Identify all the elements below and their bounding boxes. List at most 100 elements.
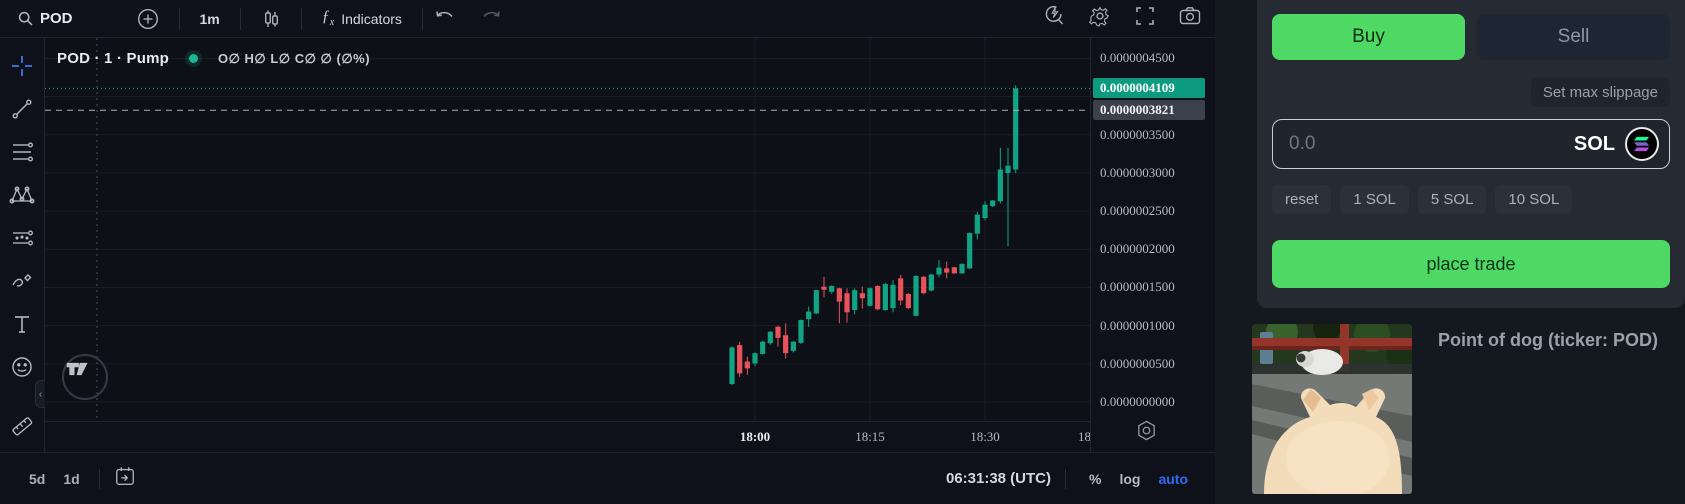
candle-body bbox=[767, 331, 773, 344]
amount-input-box: SOL bbox=[1272, 119, 1670, 169]
instrument-settings-hexagon-icon[interactable] bbox=[1135, 419, 1158, 447]
preset-5sol-button[interactable]: 5 SOL bbox=[1417, 185, 1487, 214]
plus-circle-icon bbox=[137, 8, 159, 30]
undo-button[interactable] bbox=[435, 8, 455, 29]
crosshair-price-tag: 0.0000003821 bbox=[1093, 100, 1205, 121]
legend-symbol[interactable]: POD · 1 · Pump bbox=[57, 50, 169, 67]
candle-body bbox=[752, 353, 758, 364]
interval-button[interactable]: 1m bbox=[192, 7, 228, 31]
fullscreen-button[interactable] bbox=[1135, 6, 1155, 31]
time-tick-label: 18:30 bbox=[970, 429, 1000, 444]
candle-body bbox=[1005, 165, 1011, 173]
candle-body bbox=[990, 200, 996, 207]
log-scale-button[interactable]: log bbox=[1119, 470, 1141, 487]
candle-body bbox=[737, 345, 743, 374]
price-axis[interactable]: 0.0000004109 0.0000003821 0.0000004500 0.… bbox=[1090, 38, 1215, 452]
time-tick-label: 18:15 bbox=[855, 429, 885, 444]
preset-10sol-button[interactable]: 10 SOL bbox=[1495, 185, 1573, 214]
preset-1sol-button[interactable]: 1 SOL bbox=[1340, 185, 1409, 214]
candle-body bbox=[951, 267, 957, 274]
price-tick-label: 0.0000004500 bbox=[1100, 50, 1175, 66]
candlestick-chart[interactable] bbox=[45, 38, 1090, 421]
candle-body bbox=[982, 204, 988, 219]
current-price-tag: 0.0000004109 bbox=[1093, 78, 1205, 99]
candle-body bbox=[790, 341, 796, 351]
candle-body bbox=[775, 326, 781, 338]
compare-add-button[interactable] bbox=[129, 4, 167, 34]
go-to-date-button[interactable] bbox=[114, 465, 136, 492]
trade-card: Buy Sell Set max slippage SOL reset 1 SO… bbox=[1257, 0, 1685, 308]
chart-legend: POD · 1 · Pump O∅ H∅ L∅ C∅ ∅ (∅%) bbox=[57, 50, 370, 67]
chart-body: ‹ POD · 1 · Pump O∅ H∅ L∅ C∅ ∅ (∅%) bbox=[0, 38, 1215, 452]
toolbar-separator bbox=[300, 7, 302, 30]
trend-line-tool-button[interactable] bbox=[3, 87, 41, 130]
candle-body bbox=[798, 319, 804, 343]
preset-reset-button[interactable]: reset bbox=[1272, 185, 1332, 214]
symbol-label: POD bbox=[40, 10, 73, 27]
measure-tool-button[interactable] bbox=[3, 404, 41, 447]
candle-body bbox=[783, 335, 789, 354]
range-5d-button[interactable]: 5d bbox=[29, 470, 46, 487]
auto-scale-button[interactable]: auto bbox=[1158, 470, 1188, 487]
indicators-button[interactable]: ƒx Indicators bbox=[314, 4, 410, 32]
search-icon bbox=[18, 11, 33, 26]
chart-main: POD · 1 · Pump O∅ H∅ L∅ C∅ ∅ (∅%) 18:00 1… bbox=[45, 38, 1090, 452]
candle-body bbox=[959, 263, 965, 274]
clock-timezone-button[interactable]: 06:31:38 (UTC) bbox=[945, 470, 1051, 487]
emoji-tool-button[interactable] bbox=[3, 345, 41, 388]
price-tick-label: 0.0000000000 bbox=[1100, 394, 1175, 409]
candle-body bbox=[875, 285, 881, 310]
token-info-section: Point of dog (ticker: POD) bbox=[1215, 324, 1685, 494]
candle-body bbox=[829, 285, 835, 292]
candle-body bbox=[821, 286, 827, 290]
fx-icon: ƒx bbox=[321, 8, 335, 29]
fib-retracement-tool-button[interactable] bbox=[3, 130, 41, 173]
xabcd-pattern-tool-button[interactable] bbox=[3, 173, 41, 216]
collapse-toolbar-button[interactable]: ‹ bbox=[35, 380, 45, 408]
time-tick-label: 18:00 bbox=[739, 429, 771, 444]
brush-tool-button[interactable] bbox=[3, 259, 41, 302]
market-status-dot-icon bbox=[188, 54, 198, 63]
quick-search-button[interactable] bbox=[1043, 5, 1065, 32]
price-tick-label: 0.0000001000 bbox=[1100, 317, 1175, 333]
toolbar-separator bbox=[178, 7, 180, 30]
place-trade-button[interactable]: place trade bbox=[1272, 240, 1670, 288]
camera-snapshot-button[interactable] bbox=[1179, 6, 1201, 31]
chart-plot-area[interactable]: POD · 1 · Pump O∅ H∅ L∅ C∅ ∅ (∅%) bbox=[45, 38, 1090, 421]
time-axis[interactable]: 18:00 18:15 18:30 18: bbox=[45, 421, 1090, 452]
candlestick-style-icon bbox=[261, 9, 281, 29]
price-tick-label: 0.0000003500 bbox=[1100, 126, 1175, 142]
percent-scale-button[interactable]: % bbox=[1088, 470, 1102, 487]
candle-body bbox=[944, 268, 950, 273]
sell-tab-button[interactable]: Sell bbox=[1477, 14, 1670, 60]
price-tick-label: 0.0000001500 bbox=[1100, 279, 1175, 295]
redo-button[interactable] bbox=[481, 8, 501, 29]
chart-top-toolbar: POD 1m ƒx Indicators bbox=[0, 0, 1215, 38]
buy-tab-button[interactable]: Buy bbox=[1272, 14, 1465, 60]
price-tick-label: 0.0000002000 bbox=[1100, 241, 1175, 257]
chart-bottom-bar: 5d 1d 06:31:38 (UTC) % log auto bbox=[0, 452, 1215, 504]
trade-panel: Buy Sell Set max slippage SOL reset 1 SO… bbox=[1215, 0, 1685, 504]
candle-body bbox=[859, 293, 865, 299]
candle-body bbox=[836, 288, 842, 302]
set-max-slippage-button[interactable]: Set max slippage bbox=[1530, 78, 1670, 107]
solana-icon bbox=[1625, 127, 1659, 161]
text-tool-button[interactable] bbox=[3, 302, 41, 345]
candle-body bbox=[967, 232, 973, 269]
settings-button[interactable] bbox=[1088, 5, 1111, 32]
candle-body bbox=[760, 341, 766, 354]
symbol-search-button[interactable]: POD bbox=[10, 6, 81, 31]
tradingview-logo-icon[interactable] bbox=[62, 354, 108, 400]
candle-body bbox=[898, 278, 904, 301]
price-tick-label: 0.0000002500 bbox=[1100, 203, 1175, 219]
drawing-toolbar: ‹ bbox=[0, 38, 45, 452]
chart-style-button[interactable] bbox=[253, 5, 289, 33]
crosshair-tool-button[interactable] bbox=[3, 44, 41, 87]
range-1d-button[interactable]: 1d bbox=[63, 470, 80, 487]
chart-section: POD 1m ƒx Indicators bbox=[0, 0, 1215, 504]
candle-body bbox=[913, 276, 919, 316]
candle-body bbox=[928, 274, 934, 291]
amount-input[interactable] bbox=[1289, 133, 1574, 155]
projection-tool-button[interactable] bbox=[3, 216, 41, 259]
